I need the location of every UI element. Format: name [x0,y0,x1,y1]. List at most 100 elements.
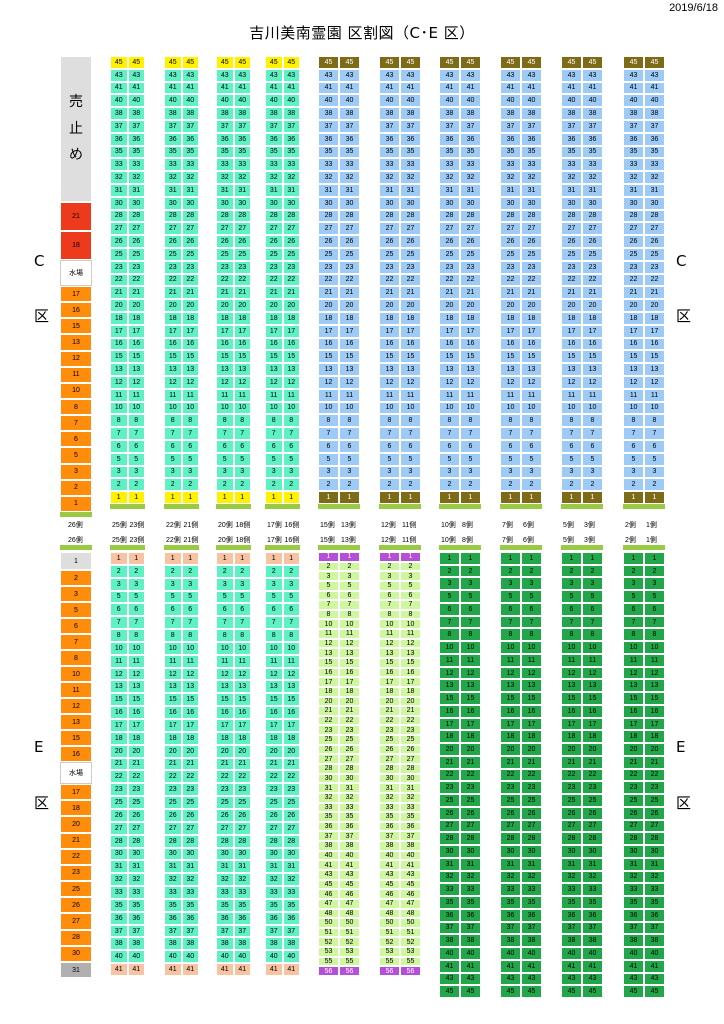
plot-cell: 10 [379,619,400,630]
plot-cell: 26 [582,806,603,820]
plot-cell: 3 [110,577,128,591]
column-label: 22側 [166,522,181,529]
plot-cell: 17 [164,324,182,338]
plot-cell: 17 [439,324,460,338]
side-plot: 8 [60,399,92,416]
plot-cell: 10 [110,641,128,655]
plot-cell: 12 [439,666,460,680]
plot-cell: 37 [164,924,182,938]
plot-cell: 25 [216,796,234,809]
plot-cell: 13 [110,363,128,376]
plot-cell: 25 [282,248,300,261]
plot-cell: 22 [127,273,145,287]
plot-cell: 22 [400,715,421,726]
plot-cell: 32 [439,870,460,884]
plot-cell: 16 [164,337,182,351]
plot-cell: 31 [318,783,339,793]
plot-cell: 8 [233,414,251,428]
plot-cell: 45 [379,56,400,69]
plot-cell: 33 [582,883,603,897]
plot-cell: 36 [216,911,234,925]
plot-cell: 28 [521,209,542,223]
plot-cell: 20 [110,299,128,312]
plot-cell: 21 [110,286,128,300]
plot-cell: 1 [216,552,234,565]
plot-cell: 15 [127,693,145,707]
plot-cell: 3 [644,465,665,479]
plot-cell: 43 [582,972,603,986]
plot-cell: 45 [644,56,665,69]
plot-cell: 27 [216,821,234,835]
plot-cell: 31 [644,184,665,197]
divider-bar [439,504,481,509]
plot-cell: 10 [164,641,182,655]
plot-cell: 37 [181,120,199,133]
plot-cell: 12 [521,666,542,680]
plot-cell: 26 [379,744,400,755]
plot-cell: 13 [233,680,251,694]
plot-cell: 45 [439,56,460,69]
plot-cell: 25 [127,248,145,261]
plot-cell: 25 [318,248,339,261]
plot-cell: 26 [181,235,199,248]
plot-cell: 18 [216,312,234,325]
plot-cell: 2 [181,478,199,492]
plot-cell: 12 [379,376,400,389]
plot-cell: 28 [644,209,665,223]
plot-cell: 28 [644,832,665,846]
plot-cell: 30 [233,847,251,861]
plot-cell: 27 [282,821,300,835]
plot-cell: 11 [233,388,251,402]
plot-cell: 23 [164,260,182,274]
plot-cell: 41 [460,81,481,95]
plot-cell: 27 [181,821,199,835]
plot-cell: 25 [500,248,521,261]
plot-cell: 21 [318,706,339,716]
plot-cell: 13 [181,363,199,376]
plot-cell: 16 [282,706,300,720]
divider-bar [110,504,145,509]
plot-cell: 15 [400,350,421,364]
plot-cell: 8 [439,414,460,428]
side-plot: 2 [60,479,92,496]
plot-cell: 33 [216,158,234,172]
plot-cell: 33 [439,883,460,897]
plot-cell: 1 [623,552,644,565]
plot-cell: 37 [216,924,234,938]
plot-cell: 12 [181,667,199,681]
plot-cell: 20 [582,743,603,756]
plot-cell: 16 [582,337,603,351]
plot-cell: 12 [127,376,145,389]
plot-cell: 11 [561,653,582,667]
plot-cell: 6 [339,590,360,601]
plot-cell: 18 [127,312,145,325]
plot-cell: 28 [439,209,460,223]
plot-cell: 27 [265,222,283,236]
plot-cell: 47 [339,898,360,909]
divider-bar [623,504,665,509]
plot-cell: 45 [265,56,283,69]
plot-cell: 38 [339,107,360,120]
plot-cell: 30 [561,196,582,210]
plot-cell: 32 [318,171,339,184]
plot-cell: 30 [582,196,603,210]
plot-cell: 12 [216,667,234,681]
plot-cell: 37 [265,120,283,133]
side-plot: 13 [60,714,92,730]
plot-cell: 7 [265,427,283,440]
plot-cell: 43 [500,68,521,82]
plot-cell: 23 [623,260,644,274]
side-plot: 28 [60,929,92,946]
plot-cell: 17 [339,324,360,338]
plot-cell: 22 [181,770,199,784]
plot-cell: 16 [439,337,460,351]
plot-cell: 21 [339,706,360,716]
divider-bar [379,545,421,550]
plot-cell: 36 [561,908,582,922]
plot-cell: 25 [561,248,582,261]
plot-cell: 48 [318,908,339,919]
column-label: 20側 [218,522,233,529]
plot-cell: 20 [318,696,339,707]
plot-cell: 1 [233,491,251,504]
plot-cell: 16 [110,337,128,351]
